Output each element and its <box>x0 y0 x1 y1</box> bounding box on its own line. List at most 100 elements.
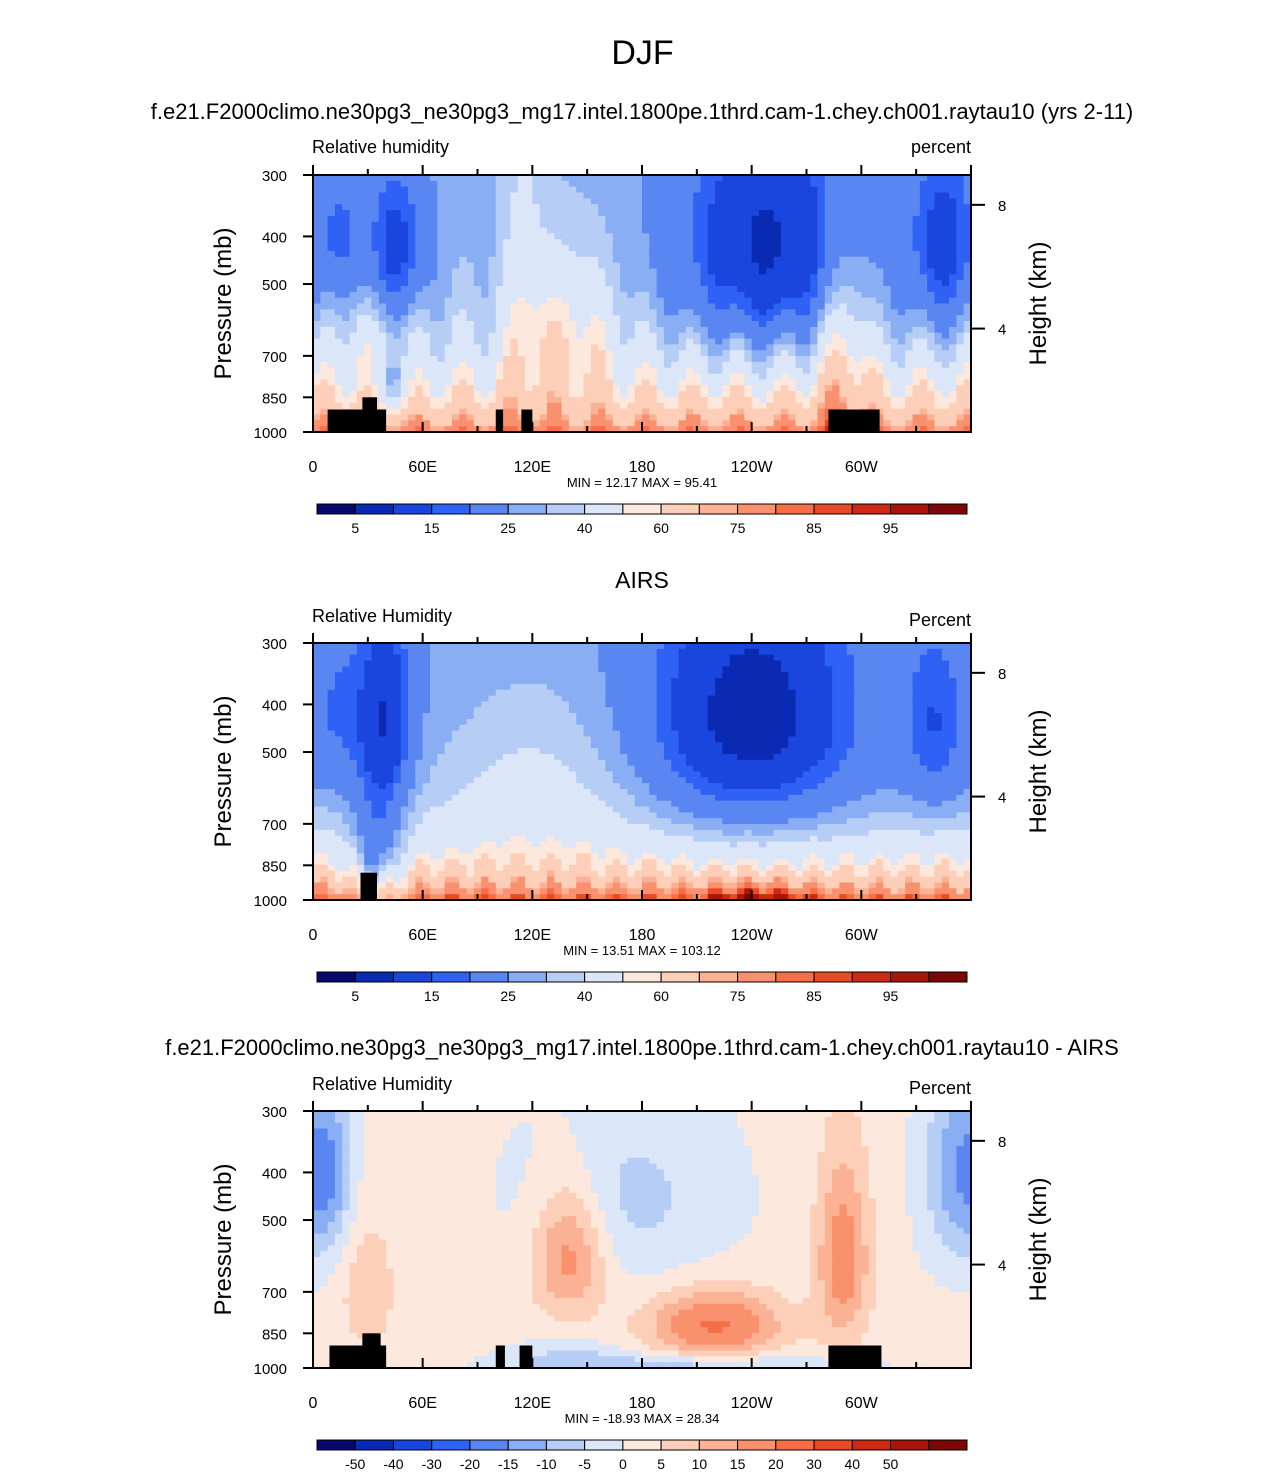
heatmap-cell <box>744 648 753 656</box>
heatmap-cell <box>788 678 797 685</box>
heatmap-cell <box>854 250 862 258</box>
heatmap-cell <box>795 250 804 258</box>
heatmap-cell <box>546 332 555 340</box>
heatmap-cell <box>422 678 431 685</box>
heatmap-cell <box>832 391 840 398</box>
heatmap-cell <box>320 175 329 182</box>
heatmap-cell <box>663 672 672 679</box>
heatmap-cell <box>400 233 409 240</box>
heatmap-cell <box>846 683 855 691</box>
heatmap-cell <box>715 402 724 410</box>
heatmap-cell <box>334 198 343 205</box>
heatmap-cell <box>466 245 475 252</box>
heatmap-cell <box>568 350 577 357</box>
heatmap-cell <box>444 683 453 691</box>
heatmap-cell <box>678 414 687 421</box>
heatmap-cell <box>766 385 775 392</box>
heatmap-cell <box>700 262 709 270</box>
heatmap-cell <box>875 233 884 240</box>
heatmap-cell <box>897 672 906 679</box>
heatmap-cell <box>875 303 884 310</box>
heatmap-cell <box>400 315 409 322</box>
heatmap-cell <box>905 309 914 316</box>
heatmap-cell <box>437 695 446 703</box>
heatmap-cell <box>349 373 358 381</box>
heatmap-cell <box>722 198 731 205</box>
heatmap-cell <box>422 245 431 252</box>
heatmap-cell <box>656 332 665 340</box>
heatmap-cell <box>795 210 804 217</box>
heatmap-cell <box>671 385 680 392</box>
heatmap-cell <box>481 356 490 363</box>
heatmap-cell <box>729 262 738 270</box>
heatmap-cell <box>963 321 972 328</box>
heatmap-cell <box>576 297 585 305</box>
heatmap-cell <box>671 291 680 299</box>
topography-block <box>521 409 533 432</box>
heatmap-cell <box>408 408 416 416</box>
heatmap-cell <box>415 180 424 188</box>
heatmap-cell <box>422 643 431 650</box>
colorbar-label: 75 <box>730 520 746 536</box>
heatmap-cell <box>356 373 365 381</box>
heatmap-cell <box>627 701 636 708</box>
heatmap-cell <box>656 186 665 194</box>
heatmap-cell <box>546 660 555 667</box>
heatmap-cell <box>744 654 753 662</box>
heatmap-cell <box>408 420 416 427</box>
heatmap-cell <box>941 426 950 433</box>
heatmap-cell <box>810 332 819 340</box>
heatmap-cell <box>546 701 555 708</box>
heatmap-cell <box>481 192 490 199</box>
heatmap-cell <box>919 315 928 322</box>
heatmap-cell <box>634 402 643 410</box>
heatmap-cell <box>386 285 395 293</box>
heatmap-cell <box>700 666 709 673</box>
heatmap-cell <box>408 280 416 287</box>
heatmap-cell <box>671 256 680 264</box>
heatmap-cell <box>517 385 526 392</box>
heatmap-cell <box>408 338 416 345</box>
topography-block <box>362 397 377 432</box>
heatmap-cell <box>700 186 709 194</box>
heatmap-cell <box>568 648 577 656</box>
heatmap-cell <box>444 245 453 252</box>
heatmap-cell <box>525 198 533 205</box>
heatmap-cell <box>963 344 972 351</box>
heatmap-cell <box>788 239 797 246</box>
heatmap-cell <box>693 210 702 217</box>
heatmap-cell <box>525 315 533 322</box>
heatmap-cell <box>554 303 563 310</box>
heatmap-cell <box>459 291 468 299</box>
heatmap-cell <box>810 420 819 427</box>
heatmap-cell <box>839 695 848 703</box>
heatmap-cell <box>949 256 957 264</box>
heatmap-cell <box>481 321 490 328</box>
heatmap-cell <box>802 672 811 679</box>
heatmap-cell <box>510 338 519 345</box>
heatmap-cell <box>561 268 570 275</box>
heatmap-cell <box>320 361 329 369</box>
heatmap-cell <box>349 280 358 287</box>
heatmap-cell <box>795 221 804 229</box>
heatmap-cell <box>393 666 402 673</box>
heatmap-cell <box>700 291 709 299</box>
heatmap-cell <box>824 683 833 691</box>
heatmap-cell <box>605 309 614 316</box>
heatmap-cell <box>561 654 570 662</box>
heatmap-cell <box>554 180 563 188</box>
heatmap-cell <box>539 315 548 322</box>
heatmap-cell <box>437 192 446 199</box>
heatmap-cell <box>320 262 329 270</box>
heatmap-cell <box>817 426 826 433</box>
heatmap-cell <box>415 408 424 416</box>
heatmap-cell <box>561 256 570 264</box>
heatmap-cell <box>780 367 789 375</box>
heatmap-cell <box>488 210 497 217</box>
heatmap-cell <box>378 402 387 410</box>
heatmap-cell <box>620 654 628 662</box>
heatmap-cell <box>561 426 570 433</box>
heatmap-cell <box>737 361 745 369</box>
heatmap-cell <box>378 367 387 375</box>
